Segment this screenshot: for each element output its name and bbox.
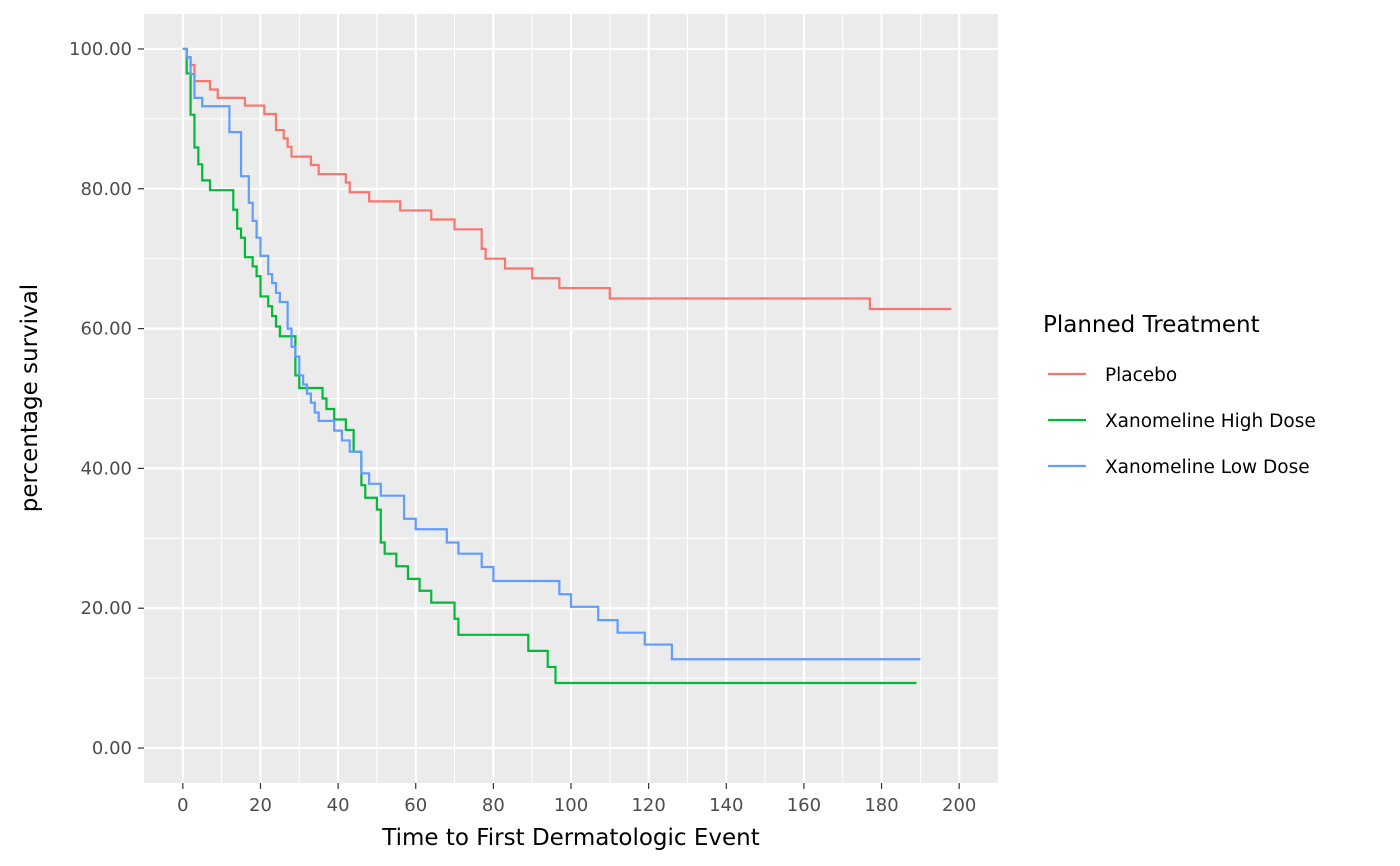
series-line-placebo (182, 47, 952, 311)
x-tick-label: 140 (709, 795, 743, 816)
legend-title: Planned Treatment (1043, 312, 1260, 338)
y-tick-label: 100.00 (69, 39, 132, 60)
x-axis-title: Time to First Dermatologic Event (381, 825, 760, 851)
grid-major (144, 14, 998, 783)
x-tick-label: 60 (404, 795, 427, 816)
y-tick-label: 80.00 (80, 179, 132, 200)
series-line-xanomeline-high-dose (182, 47, 917, 685)
x-axis: 0 20 40 60 80 100 120 140 160 180 200 (177, 783, 976, 816)
x-tick-label: 100 (554, 795, 588, 816)
legend-label: Placebo (1105, 365, 1177, 386)
legend-label: Xanomeline Low Dose (1105, 457, 1310, 478)
x-tick-label: 40 (327, 795, 350, 816)
series-line-xanomeline-low-dose (182, 47, 921, 661)
x-tick-label: 180 (864, 795, 898, 816)
x-tick-label: 0 (177, 795, 188, 816)
y-axis-title: percentage survival (17, 284, 43, 512)
y-tick-label: 60.00 (80, 319, 132, 340)
legend-label: Xanomeline High Dose (1105, 411, 1316, 432)
y-tick-label: 0.00 (92, 738, 132, 759)
y-axis: 0.00 20.00 40.00 60.00 80.00 100.00 (69, 39, 144, 759)
x-tick-label: 120 (631, 795, 665, 816)
y-tick-label: 20.00 (80, 598, 132, 619)
legend: Planned Treatment Placebo Xanomeline High… (1043, 312, 1316, 478)
x-tick-label: 160 (787, 795, 821, 816)
x-tick-label: 80 (482, 795, 505, 816)
series-lines (182, 47, 952, 685)
y-tick-label: 40.00 (80, 458, 132, 479)
x-tick-label: 200 (942, 795, 976, 816)
x-tick-label: 20 (249, 795, 272, 816)
